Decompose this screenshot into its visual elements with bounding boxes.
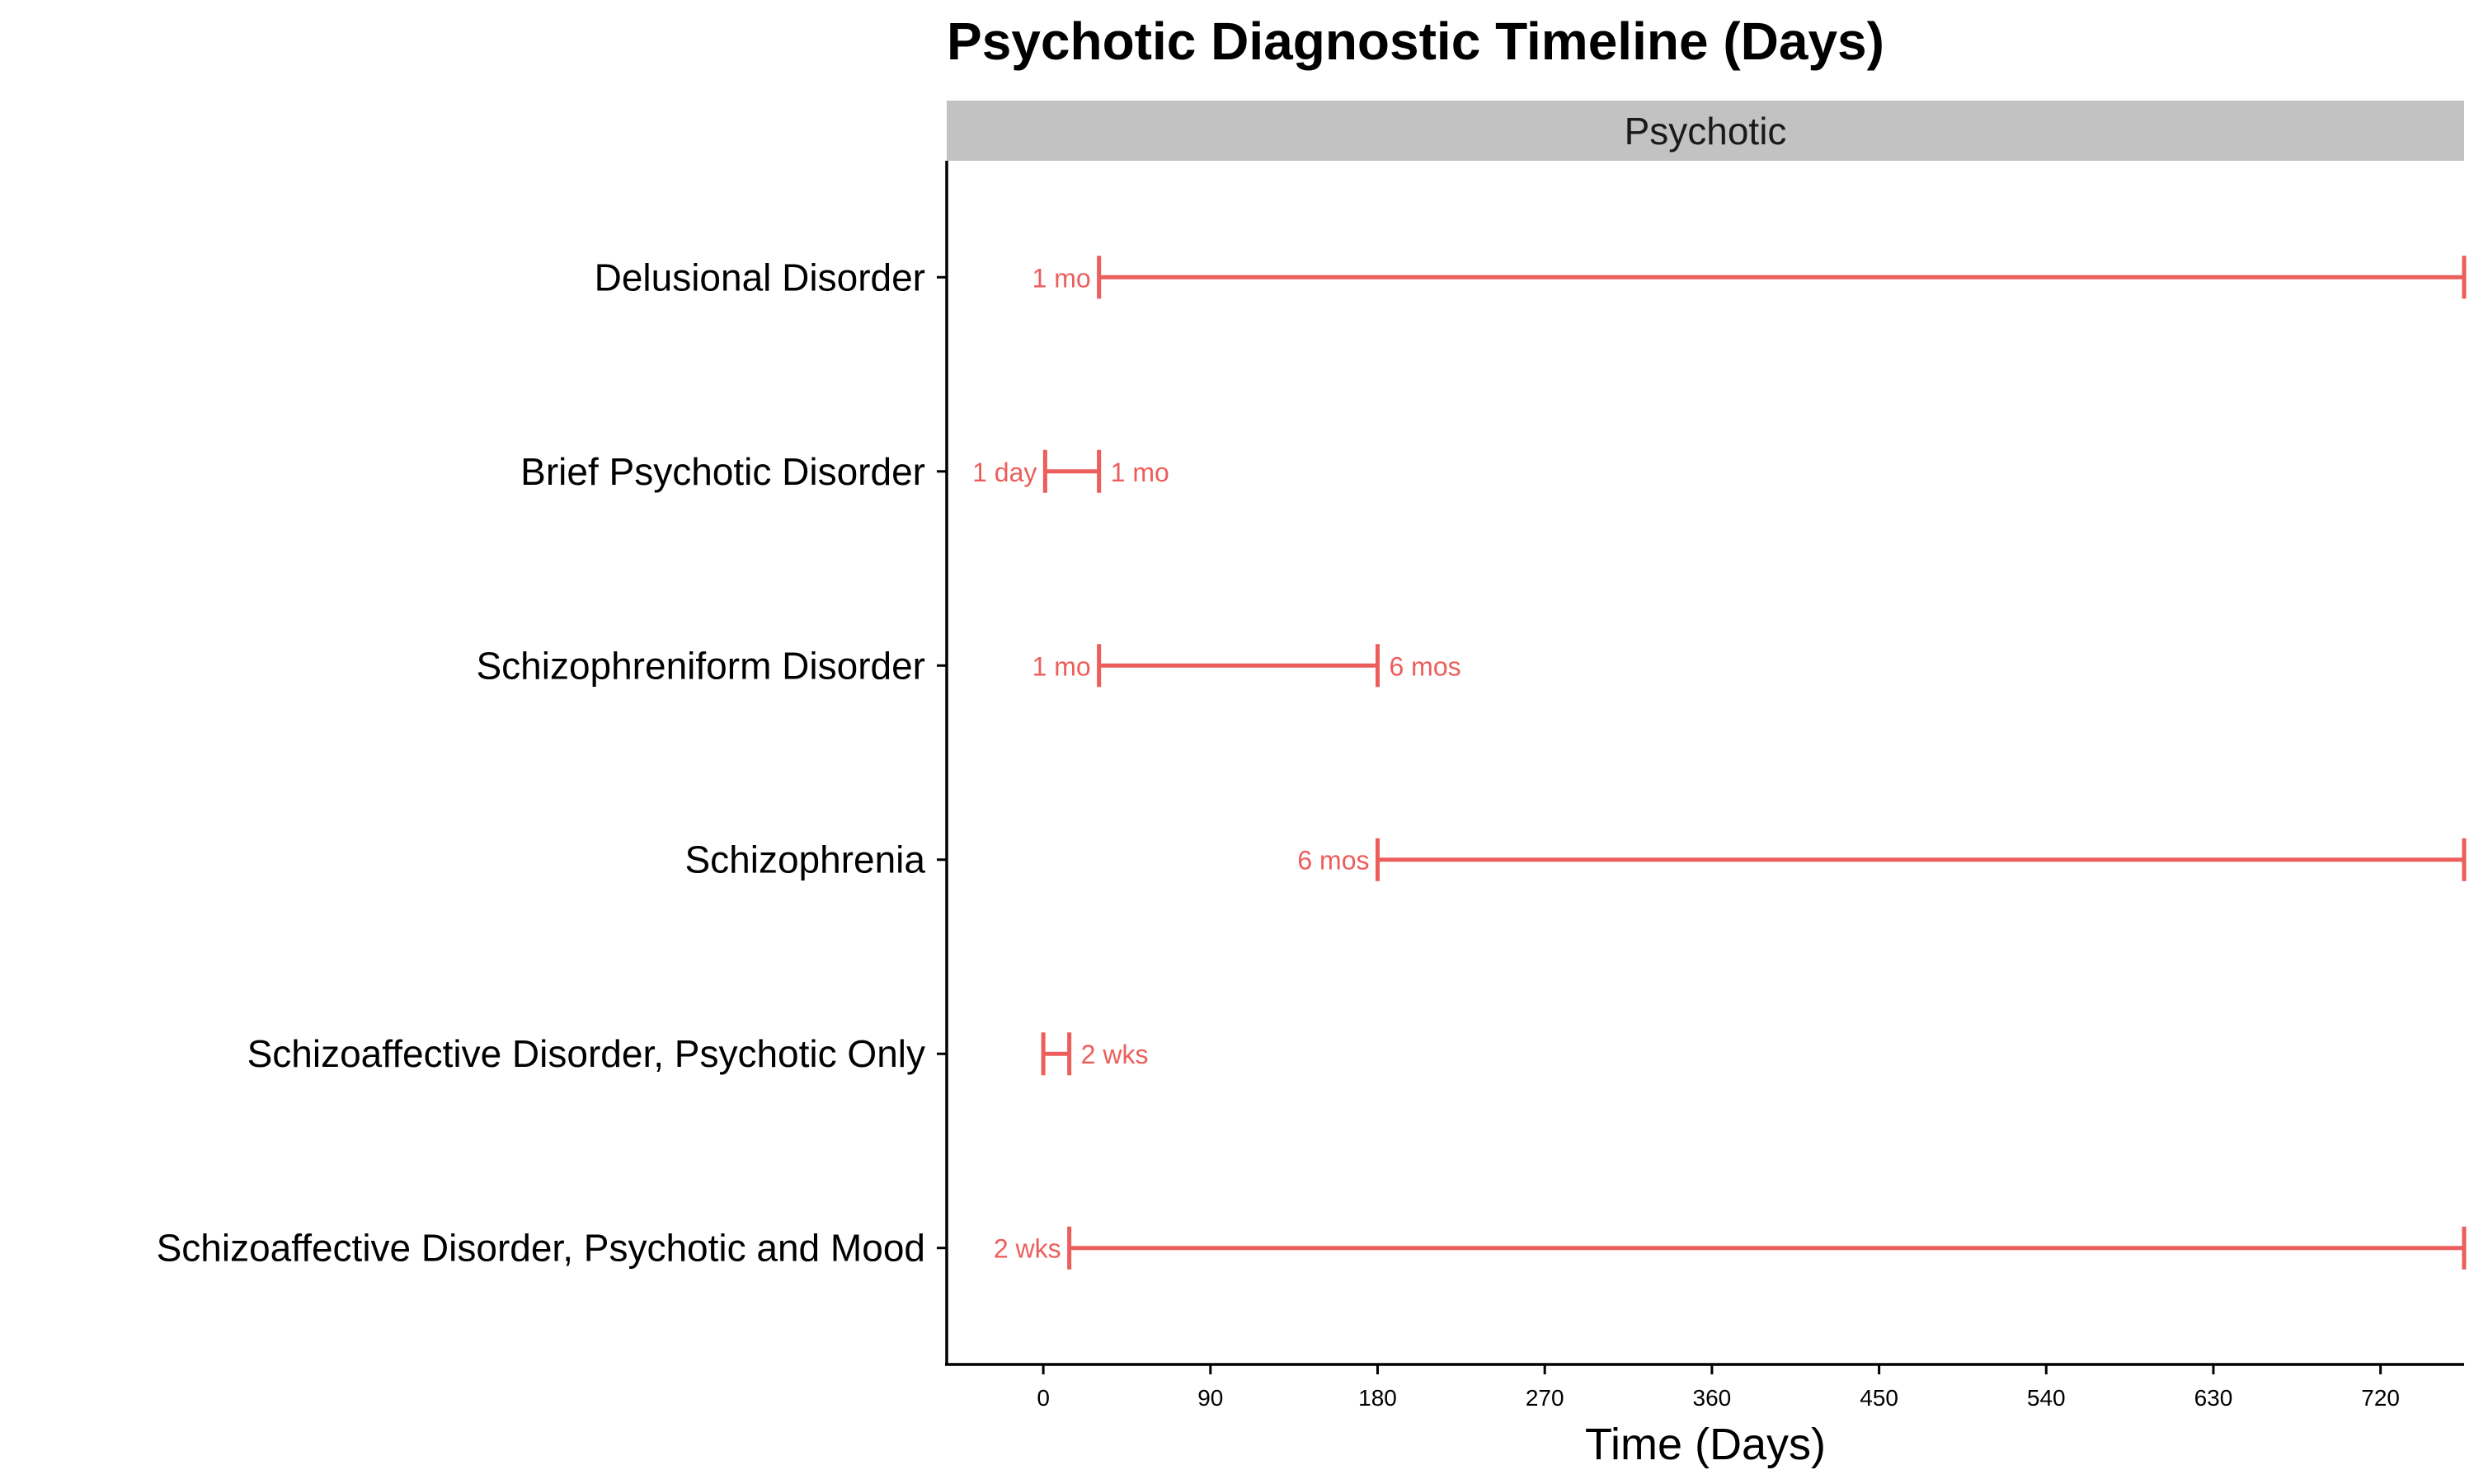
x-tick-label: 720	[2361, 1385, 2400, 1411]
range-start-label: 2 wks	[994, 1234, 1061, 1264]
y-tick-label: Brief Psychotic Disorder	[520, 450, 925, 493]
range-series: 1 mo 1 day 1 mo 1 mo 6 mos 6 mos 2 wks 2 wks	[972, 256, 2467, 1270]
panel-strip-label: Psychotic	[1625, 110, 1787, 153]
range-start-label: 1 day	[972, 458, 1037, 487]
range-start-label: 6 mos	[1297, 846, 1369, 876]
x-tick-label: 540	[2027, 1385, 2066, 1411]
y-tick-label: Schizophreniform Disorder	[476, 644, 925, 687]
x-tick-label: 0	[1037, 1385, 1050, 1411]
x-tick-label: 360	[1693, 1385, 1732, 1411]
x-tick-label: 450	[1860, 1385, 1898, 1411]
y-axis-labels: Delusional Disorder Brief Psychotic Disor…	[157, 256, 947, 1270]
x-tick-label: 180	[1358, 1385, 1397, 1411]
range-end-label: 6 mos	[1389, 651, 1460, 681]
x-axis-ticks: 0 90 180 270 360 450 540 630 720	[1037, 1364, 2400, 1411]
x-tick-label: 630	[2194, 1385, 2233, 1411]
range-start-label: 1 mo	[1032, 263, 1091, 293]
x-tick-label: 270	[1526, 1385, 1564, 1411]
chart-title: Psychotic Diagnostic Timeline (Days)	[947, 12, 1884, 71]
x-axis-title: Time (Days)	[1585, 1420, 1826, 1469]
range-end-label: 1 mo	[1111, 458, 1169, 487]
y-tick-label: Delusional Disorder	[595, 256, 925, 298]
range-start-label: 1 mo	[1032, 651, 1091, 681]
x-tick-label: 90	[1197, 1385, 1223, 1411]
y-tick-label: Schizoaffective Disorder, Psychotic Only	[247, 1032, 925, 1075]
range-end-label: 2 wks	[1081, 1040, 1149, 1069]
panel-strip	[947, 101, 2464, 161]
y-tick-label: Schizoaffective Disorder, Psychotic and …	[157, 1227, 925, 1270]
y-tick-label: Schizophrenia	[684, 838, 925, 881]
